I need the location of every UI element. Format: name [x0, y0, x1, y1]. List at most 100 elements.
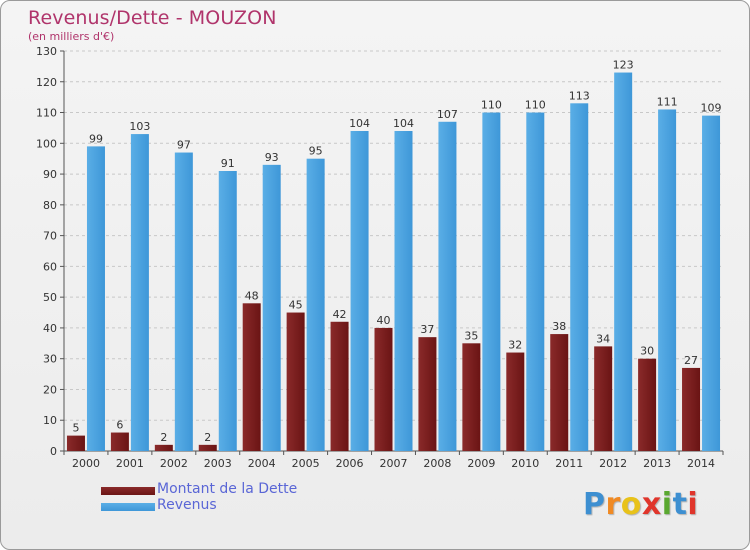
dette-value-label: 6: [116, 419, 123, 432]
dette-bar: [638, 358, 657, 451]
y-tick-label: 10: [43, 414, 57, 427]
dette-value-label: 37: [420, 323, 434, 336]
dette-value-label: 27: [684, 354, 698, 367]
dette-value-label: 38: [552, 320, 566, 333]
x-tick-label: 2004: [248, 457, 276, 470]
revenus-value-label: 103: [129, 120, 150, 133]
revenus-value-label: 111: [657, 95, 678, 108]
y-tick-label: 130: [36, 45, 57, 58]
dette-bar: [594, 346, 613, 451]
dette-bar: [418, 337, 437, 451]
dette-value-label: 2: [160, 431, 167, 444]
revenus-value-label: 104: [393, 117, 414, 130]
x-tick-label: 2005: [292, 457, 320, 470]
x-tick-label: 2007: [380, 457, 408, 470]
revenus-value-label: 91: [221, 157, 235, 170]
x-tick-label: 2000: [72, 457, 100, 470]
revenus-bar: [702, 115, 721, 451]
x-tick-label: 2008: [423, 457, 451, 470]
chart-title: Revenus/Dette - MOUZON: [28, 7, 277, 29]
dette-bar: [66, 435, 85, 451]
revenus-value-label: 109: [701, 102, 722, 115]
dette-value-label: 48: [245, 289, 259, 302]
revenus-bar: [350, 131, 369, 451]
logo-letter: P: [583, 487, 606, 522]
dette-bar: [682, 367, 701, 451]
dette-value-label: 45: [289, 299, 303, 312]
revenus-bar: [86, 146, 105, 451]
revenus-bar: [482, 112, 501, 452]
revenus-value-label: 95: [309, 145, 323, 158]
dette-bar: [506, 352, 525, 451]
axes: 0 10 20 30 40 50 60 70 80 90 100 110 120 130 2000 2001 2…: [36, 45, 724, 470]
x-tick-label: 2002: [160, 457, 188, 470]
logo-letter: i: [661, 487, 673, 522]
proxiti-logo: Proxiti: [583, 487, 698, 522]
data-labels: 5 99 6 103 2 97 2 91 48 93 45 95 42 104 40 104 37 107 35 11…: [72, 59, 721, 444]
y-tick-label: 50: [43, 291, 57, 304]
dette-value-label: 40: [377, 314, 391, 327]
y-tick-label: 90: [43, 168, 57, 181]
dette-bar: [286, 312, 305, 451]
dette-value-label: 2: [204, 431, 211, 444]
revenus-bar: [306, 158, 325, 451]
x-tick-label: 2009: [467, 457, 495, 470]
revenus-value-label: 97: [177, 139, 191, 152]
y-tick-label: 30: [43, 353, 57, 366]
dette-bar: [242, 303, 261, 451]
dette-bar: [550, 334, 569, 451]
revenus-value-label: 123: [613, 59, 634, 72]
x-tick-label: 2012: [599, 457, 627, 470]
revenus-bar: [526, 112, 545, 452]
revenus-bar: [218, 171, 237, 451]
x-tick-label: 2003: [204, 457, 232, 470]
y-tick-label: 120: [36, 76, 57, 89]
x-tick-label: 2014: [687, 457, 715, 470]
dette-value-label: 42: [333, 308, 347, 321]
revenus-value-label: 110: [525, 99, 546, 112]
logo-letter: o: [620, 487, 642, 522]
legend-label-revenus: Revenus: [157, 497, 217, 513]
x-tick-label: 2013: [643, 457, 671, 470]
x-tick-label: 2001: [116, 457, 144, 470]
revenus-value-label: 99: [89, 132, 103, 145]
y-tick-label: 110: [36, 107, 57, 120]
dette-bar: [330, 321, 349, 451]
x-tick-label: 2006: [336, 457, 364, 470]
bars: [66, 72, 721, 452]
grid-lines: [64, 50, 723, 452]
revenus-bar: [570, 103, 589, 452]
legend-swatch-dette: [101, 487, 155, 495]
logo-letter: i: [687, 487, 699, 522]
x-tick-label: 2010: [511, 457, 539, 470]
revenus-bar: [394, 131, 413, 451]
dette-value-label: 35: [464, 329, 478, 342]
dette-bar: [154, 444, 173, 451]
revenus-bar: [130, 134, 149, 452]
legend-swatch-revenus: [101, 503, 155, 511]
logo-letter: x: [641, 487, 662, 522]
legend-label-dette: Montant de la Dette: [157, 481, 298, 497]
y-tick-label: 60: [43, 260, 57, 273]
dette-bar: [198, 444, 217, 451]
revenus-bar: [174, 152, 193, 452]
dette-bar: [374, 327, 393, 451]
revenus-bar: [658, 109, 677, 451]
dette-value-label: 5: [72, 422, 79, 435]
dette-value-label: 32: [508, 339, 522, 352]
logo-letter: r: [605, 487, 621, 522]
y-tick-label: 0: [50, 445, 57, 458]
revenus-value-label: 104: [349, 117, 370, 130]
x-tick-label: 2011: [555, 457, 583, 470]
revenus-value-label: 93: [265, 151, 279, 164]
y-tick-label: 100: [36, 137, 57, 150]
revenus-bar: [614, 72, 633, 452]
dette-bar: [110, 432, 129, 451]
y-tick-label: 80: [43, 199, 57, 212]
y-tick-label: 70: [43, 230, 57, 243]
revenus-value-label: 107: [437, 108, 458, 121]
y-tick-label: 40: [43, 322, 57, 335]
dette-value-label: 34: [596, 332, 610, 345]
